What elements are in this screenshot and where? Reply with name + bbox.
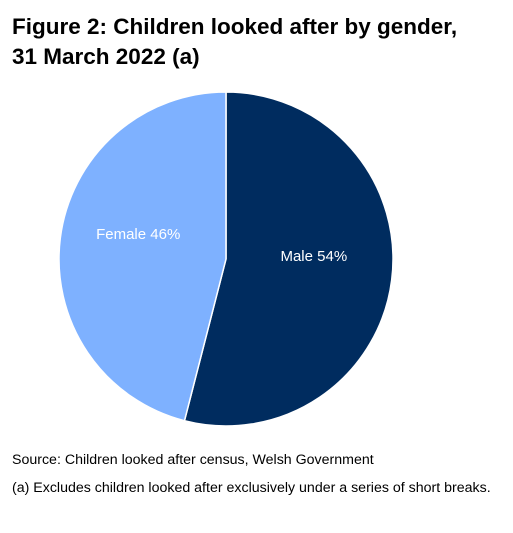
footnote: (a) Excludes children looked after exclu… [12, 480, 491, 496]
source-note: Source: Children looked after census, We… [12, 452, 374, 468]
pie-slice-female [58, 91, 227, 422]
pie-slices [58, 91, 394, 427]
pie-label-male: Male 54% [280, 248, 347, 265]
chart-title-line-1: Figure 2: Children looked after by gende… [12, 14, 458, 39]
pie-slice-male [183, 91, 394, 427]
chart-title-line-2: 31 March 2022 (a) [12, 44, 200, 69]
pie-labels: Male 54% Female 46% [96, 226, 347, 265]
chart-title: Figure 2: Children looked after by gende… [12, 12, 507, 72]
pie-label-female: Female 46% [96, 226, 180, 243]
